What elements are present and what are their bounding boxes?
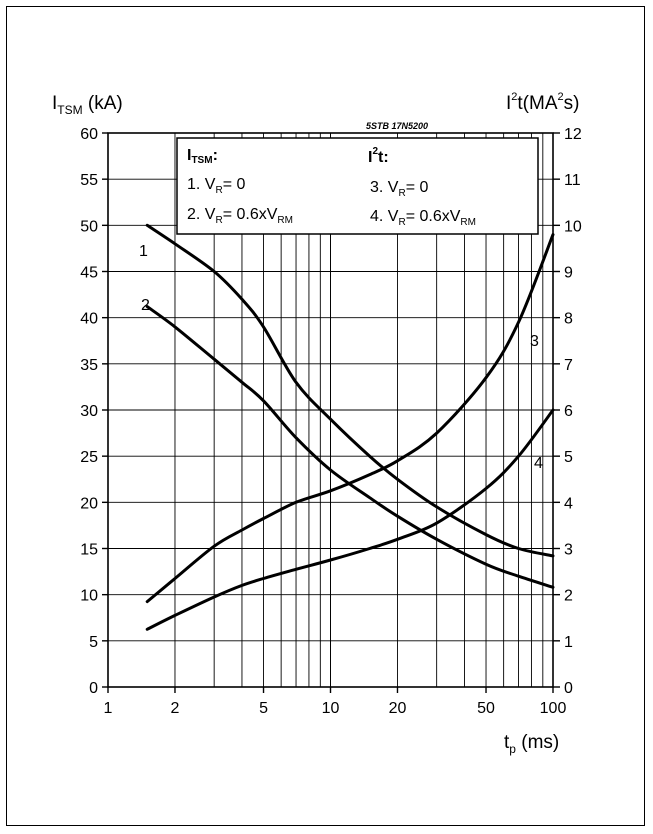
tick-labels: 0510152025303540455055600123456789101112… [80, 126, 582, 717]
left-tick-label: 55 [80, 172, 98, 189]
left-tick-label: 15 [80, 542, 98, 559]
left-tick-label: 50 [80, 218, 98, 235]
left-tick-label: 40 [80, 311, 98, 328]
left-tick-label: 5 [89, 634, 98, 651]
legend-item-1: 1. VR= 0 [187, 176, 245, 196]
legend-left-header: ITSM: [187, 147, 218, 166]
left-tick-label: 25 [80, 449, 98, 466]
right-tick-label: 7 [564, 357, 573, 374]
right-axis-label: I2t(MA2s) [506, 91, 579, 114]
x-axis-label: tp (ms) [504, 732, 559, 756]
x-tick-label: 2 [171, 700, 180, 717]
left-tick-label: 30 [80, 403, 98, 420]
right-tick-label: 1 [564, 634, 573, 651]
x-tick-label: 5 [259, 700, 268, 717]
curve-series-1 [145, 223, 555, 558]
curve-series-3 [145, 233, 555, 604]
legend-item-2: 2. VR= 0.6xVRM [187, 206, 293, 226]
curve-label-4: 4 [534, 455, 543, 472]
x-tick-label: 1 [104, 700, 113, 717]
right-tick-label: 0 [564, 680, 573, 697]
x-tick-label: 10 [322, 700, 340, 717]
x-tick-label: 50 [477, 700, 495, 717]
right-tick-label: 6 [564, 403, 573, 420]
left-tick-label: 45 [80, 265, 98, 282]
left-tick-label: 60 [80, 126, 98, 143]
x-tick-label: 20 [389, 700, 407, 717]
right-tick-label: 5 [564, 449, 573, 466]
curves [145, 223, 555, 631]
part-number: 5STB 17N5200 [366, 121, 428, 131]
legend-box [176, 137, 539, 235]
curve-series-4 [145, 408, 555, 631]
left-tick-label: 20 [80, 495, 98, 512]
right-tick-label: 2 [564, 588, 573, 605]
right-tick-label: 11 [564, 172, 581, 189]
curve-label-1: 1 [139, 243, 148, 260]
curve-series-2 [145, 305, 555, 589]
x-tick-label: 100 [540, 700, 567, 717]
curve-label-2: 2 [141, 297, 150, 314]
legend-item-3: 3. VR= 0 [370, 179, 428, 199]
right-tick-label: 3 [564, 542, 573, 559]
legend-item-4: 4. VR= 0.6xVRM [370, 208, 476, 228]
right-tick-label: 4 [564, 495, 573, 512]
right-tick-label: 9 [564, 265, 573, 282]
right-tick-label: 10 [564, 218, 582, 235]
legend: ITSM: 1. VR= 0 2. VR= 0.6xVRM I2t: 3. VR… [176, 137, 539, 235]
left-tick-label: 35 [80, 357, 98, 374]
left-axis-label: ITSM (kA) [52, 93, 123, 117]
right-tick-label: 12 [564, 126, 582, 143]
right-tick-label: 8 [564, 311, 573, 328]
left-tick-label: 0 [89, 680, 98, 697]
legend-right-header: I2t: [368, 146, 389, 166]
chart-frame [6, 6, 645, 826]
curve-label-3: 3 [530, 333, 539, 350]
left-tick-label: 10 [80, 588, 98, 605]
